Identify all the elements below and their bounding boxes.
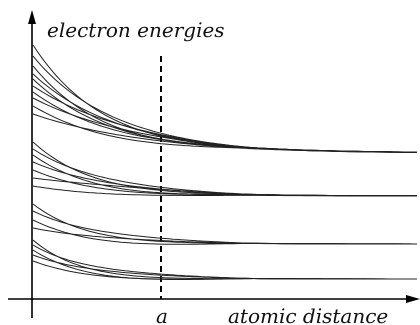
energy-curve-1-1 bbox=[32, 148, 417, 197]
energy-curve-0-0 bbox=[32, 44, 418, 153]
energy-curve-1-0 bbox=[32, 141, 417, 197]
energy-curve-0-9 bbox=[32, 113, 417, 153]
energy-curve-2-1 bbox=[32, 210, 417, 245]
energy-curve-3-0 bbox=[32, 239, 417, 280]
y-axis-arrow-icon bbox=[28, 10, 36, 24]
marker-label: a bbox=[156, 304, 168, 325]
x-axis-arrow-icon bbox=[406, 295, 420, 303]
energy-curve-3-1 bbox=[32, 244, 417, 280]
energy-curve-0-1 bbox=[32, 55, 417, 153]
energy-curve-1-3 bbox=[32, 161, 417, 197]
energy-curve-1-2 bbox=[32, 154, 418, 197]
energy-level-curves bbox=[32, 44, 418, 280]
energy-curve-0-5 bbox=[32, 85, 417, 153]
x-axis-label: atomic distance bbox=[228, 304, 388, 325]
energy-curve-3-4 bbox=[32, 260, 417, 280]
energy-curve-0-6 bbox=[32, 91, 417, 153]
y-axis-label: electron energies bbox=[47, 18, 225, 42]
energy-curve-0-3 bbox=[32, 73, 417, 153]
energy-curve-2-3 bbox=[32, 227, 417, 245]
energy-curve-0-4 bbox=[32, 78, 417, 153]
energy-curve-2-2 bbox=[32, 219, 417, 245]
energy-curve-3-3 bbox=[32, 254, 417, 280]
energy-curve-0-2 bbox=[32, 65, 418, 153]
energy-curve-1-6 bbox=[32, 185, 417, 197]
